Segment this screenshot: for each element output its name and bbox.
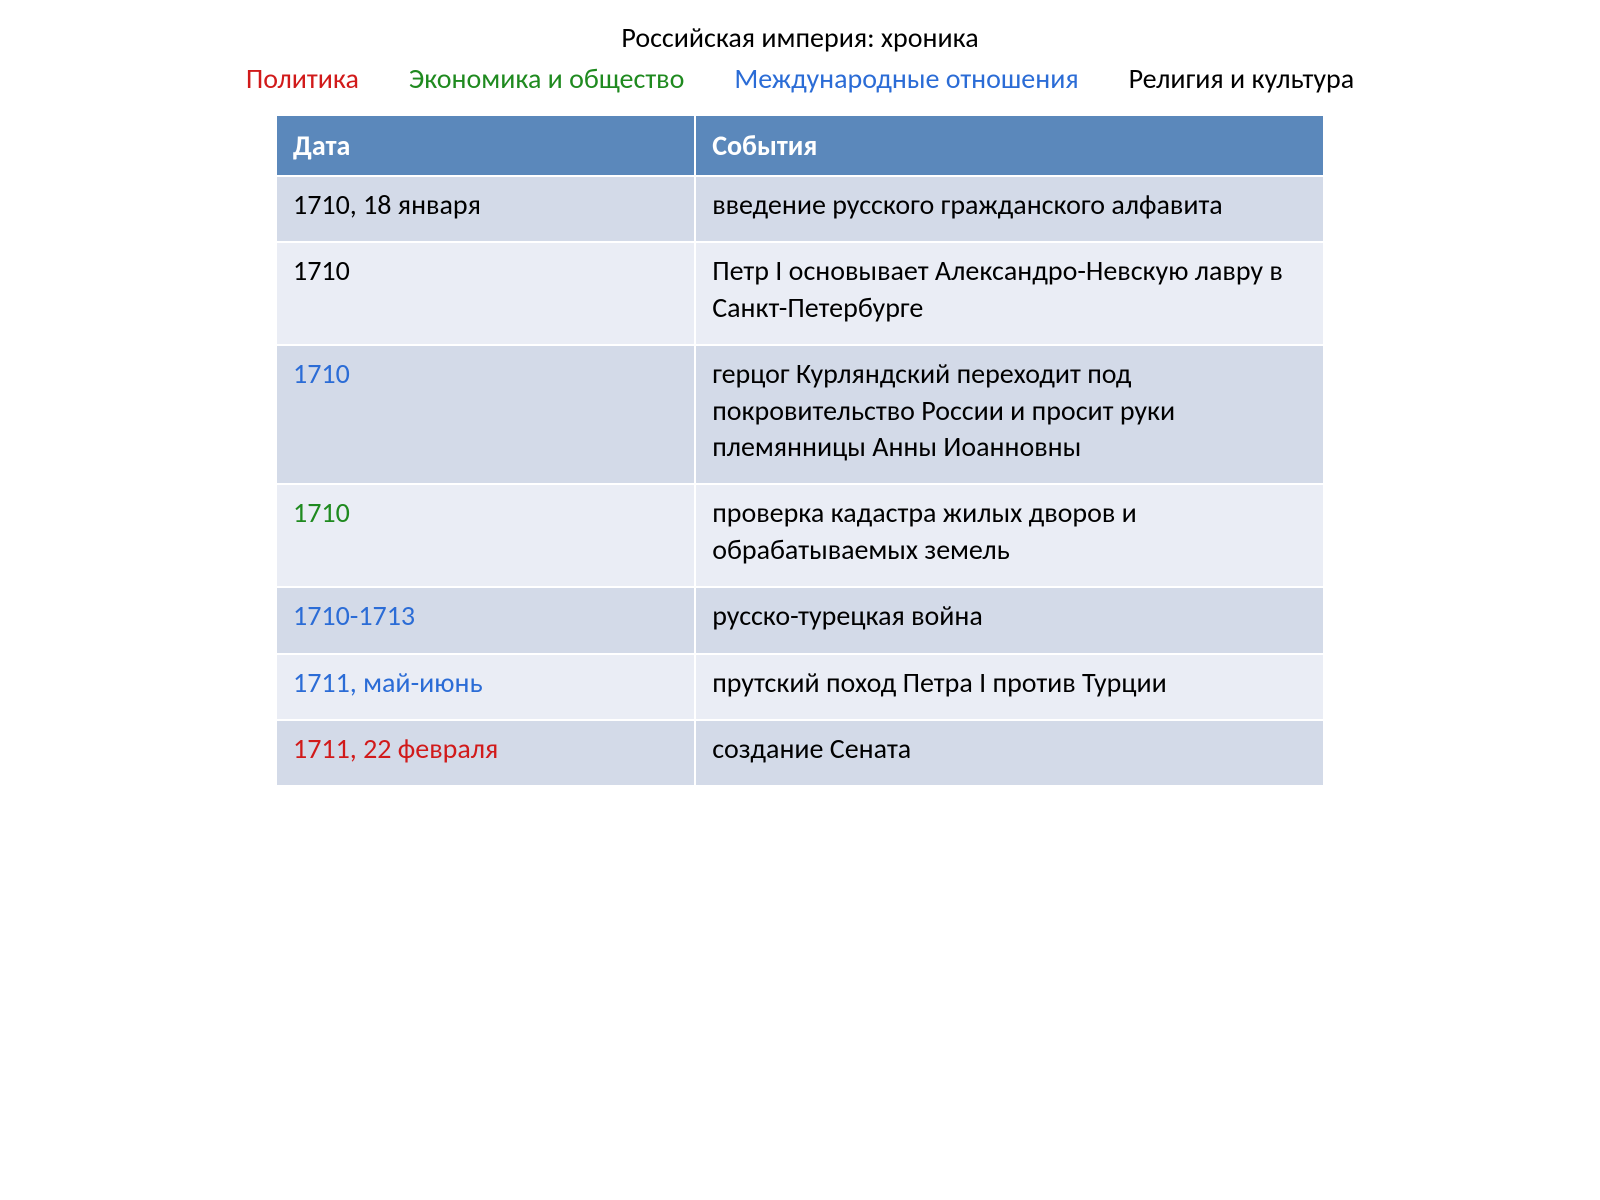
legend-item: Религия и культура: [1129, 61, 1355, 96]
table-row: 1711, май-июньпрутский поход Петра I про…: [276, 654, 1324, 720]
chronicle-table-wrap: ДатаСобытия 1710, 18 январявведение русс…: [275, 114, 1325, 787]
table-row: 1710Петр I основывает Александро-Невскую…: [276, 242, 1324, 345]
table-column-header: События: [695, 115, 1324, 176]
event-cell: Петр I основывает Александро-Невскую лав…: [695, 242, 1324, 345]
legend-item: Экономика и общество: [409, 61, 684, 96]
event-cell: русско-турецкая война: [695, 587, 1324, 653]
event-cell: прутский поход Петра I против Турции: [695, 654, 1324, 720]
page-title: Российская империя: хроника: [0, 20, 1600, 55]
chronicle-table: ДатаСобытия 1710, 18 январявведение русс…: [275, 114, 1325, 787]
event-cell: введение русского гражданского алфавита: [695, 176, 1324, 242]
legend-item: Международные отношения: [734, 61, 1078, 96]
legend: Политика Экономика и общество Международны…: [0, 61, 1600, 96]
event-cell: проверка кадастра жилых дворов и обрабат…: [695, 484, 1324, 587]
table-row: 1710, 18 январявведение русского граждан…: [276, 176, 1324, 242]
table-column-header: Дата: [276, 115, 695, 176]
date-cell: 1710-1713: [276, 587, 695, 653]
table-row: 1710герцог Курляндский переходит под пок…: [276, 345, 1324, 484]
table-row: 1710проверка кадастра жилых дворов и обр…: [276, 484, 1324, 587]
table-row: 1711, 22 февралясоздание Сената: [276, 720, 1324, 786]
table-row: 1710-1713русско-турецкая война: [276, 587, 1324, 653]
legend-item: Политика: [246, 61, 359, 96]
date-cell: 1710: [276, 484, 695, 587]
date-cell: 1710: [276, 242, 695, 345]
date-cell: 1710: [276, 345, 695, 484]
date-cell: 1710, 18 января: [276, 176, 695, 242]
event-cell: герцог Курляндский переходит под покрови…: [695, 345, 1324, 484]
event-cell: создание Сената: [695, 720, 1324, 786]
date-cell: 1711, 22 февраля: [276, 720, 695, 786]
date-cell: 1711, май-июнь: [276, 654, 695, 720]
